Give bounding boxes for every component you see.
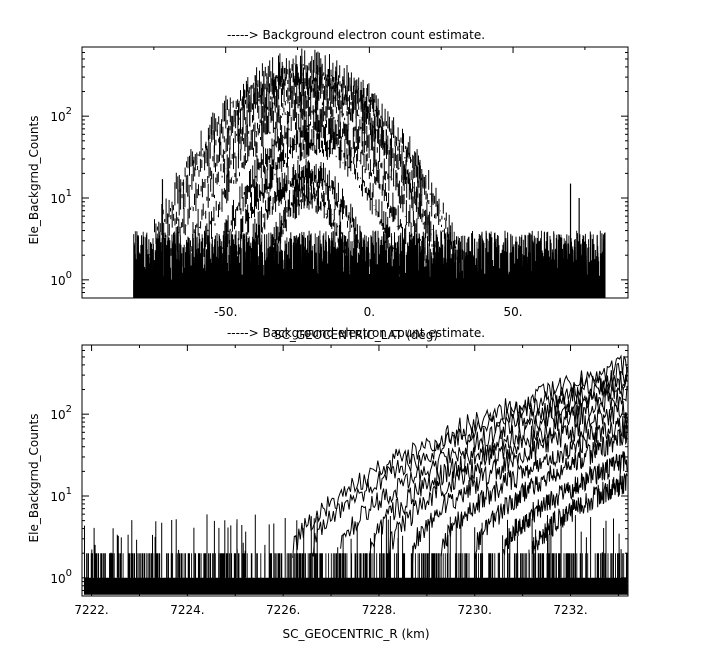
series-line: [474, 425, 628, 560]
x-tick-label: 7228.: [362, 603, 396, 617]
series-bump: [194, 85, 430, 283]
y-axis-label: Ele_Backgrnd_Counts: [27, 116, 41, 245]
y-axis-label: Ele_Backgrnd_Counts: [27, 414, 41, 543]
axes: -50. 0. 50. 100 101 102: [50, 46, 628, 319]
y-tick-label: 102: [50, 404, 72, 422]
x-tick-label: 7230.: [458, 603, 492, 617]
series-line: [340, 371, 628, 549]
panel-radius: -----> Background electron count estimat…: [27, 326, 629, 641]
series-line: [388, 385, 628, 560]
y-tick-label: 101: [50, 188, 72, 206]
series-line: [531, 472, 628, 554]
chart-title: -----> Background electron count estimat…: [227, 28, 485, 42]
series-line: [440, 412, 628, 557]
series-line: [368, 375, 628, 561]
chart-title: -----> Background electron count estimat…: [227, 326, 485, 340]
x-tick-label: 50.: [504, 305, 523, 319]
y-tick-label: 100: [50, 270, 72, 288]
series-line: [503, 451, 628, 556]
series-line: [311, 362, 628, 557]
x-tick-label: 0.: [364, 305, 375, 319]
plot-frame: [81, 344, 629, 597]
x-tick-label: 7222.: [74, 603, 108, 617]
series-bump: [228, 124, 401, 275]
x-tick-label: 7232.: [553, 603, 587, 617]
baseline-floor: [133, 230, 606, 297]
plot-area: [83, 354, 628, 595]
y-tick-label: 100: [50, 568, 72, 586]
x-tick-label: 7226.: [266, 603, 300, 617]
y-tick-label: 101: [50, 486, 72, 504]
series-bump: [266, 178, 352, 285]
series-bump: [213, 106, 416, 281]
plot-area: [133, 48, 606, 299]
x-axis-label: SC_GEOCENTRIC_LAT (deg): [274, 328, 438, 342]
x-axis-label: SC_GEOCENTRIC_R (km): [283, 627, 430, 641]
panel-latitude: -----> Background electron count estimat…: [27, 28, 629, 342]
baseline-floor: [83, 553, 628, 595]
x-tick-label: -50.: [214, 305, 237, 319]
series-line: [412, 400, 628, 564]
x-tick-label: 7224.: [170, 603, 204, 617]
y-tick-label: 102: [50, 106, 72, 124]
